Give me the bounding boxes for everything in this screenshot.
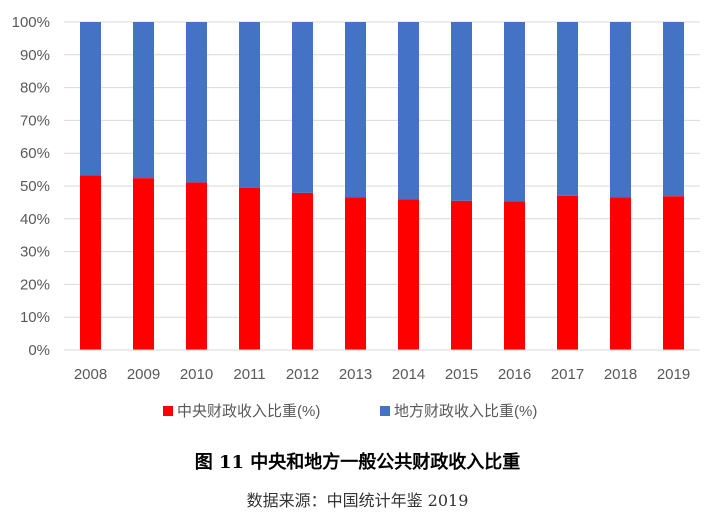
bar-central-2017 (557, 195, 578, 350)
y-tick-label: 0% (28, 342, 50, 359)
x-tick-label: 2016 (498, 366, 531, 383)
bar-local-2008 (80, 22, 101, 176)
x-tick-label: 2010 (180, 366, 213, 383)
y-tick-label: 10% (20, 309, 50, 326)
x-tick-label: 2015 (445, 366, 478, 383)
x-tick-label: 2014 (392, 366, 425, 383)
x-tick-label: 2011 (233, 366, 265, 383)
x-tick-label: 2017 (551, 366, 584, 383)
x-tick-label: 2009 (127, 366, 160, 383)
bar-local-2009 (133, 22, 154, 179)
bar-central-2011 (239, 187, 260, 350)
x-tick-label: 2019 (657, 366, 690, 383)
bar-central-2015 (451, 200, 472, 350)
bar-local-2019 (663, 22, 684, 197)
y-tick-label: 50% (20, 178, 50, 195)
x-tick-label: 2018 (604, 366, 637, 383)
bar-local-2012 (292, 22, 313, 193)
y-tick-label: 90% (20, 47, 50, 64)
bar-local-2015 (451, 22, 472, 201)
bar-local-2017 (557, 22, 578, 196)
bar-central-2018 (610, 197, 631, 350)
y-tick-label: 80% (20, 80, 50, 97)
legend-label: 中央财政收入比重(%) (177, 403, 320, 420)
bar-central-2014 (398, 199, 419, 350)
x-tick-label: 2012 (286, 366, 319, 383)
bar-local-2011 (239, 22, 260, 188)
bar-central-2009 (133, 178, 154, 350)
legend-swatch (380, 406, 390, 416)
data-source: 数据来源：中国统计年鉴 2019 (246, 491, 469, 510)
y-tick-label: 30% (20, 244, 50, 261)
bar-central-2019 (663, 196, 684, 350)
bar-central-2010 (186, 182, 207, 350)
legend-label: 地方财政收入比重(%) (394, 403, 537, 420)
x-tick-label: 2008 (74, 366, 107, 383)
y-tick-label: 70% (20, 112, 50, 129)
x-tick-label: 2013 (339, 366, 372, 383)
figure-title: 图 11 中央和地方一般公共财政收入比重 (194, 452, 521, 473)
bar-local-2013 (345, 22, 366, 198)
y-tick-label: 40% (20, 211, 50, 228)
legend-swatch (163, 406, 173, 416)
bar-local-2010 (186, 22, 207, 183)
bar-central-2012 (292, 192, 313, 350)
stacked-bar-chart: 0% 10% 20% 30% 40% 50% 60% 70% 80% 90% 100% 2008 200… (12, 14, 700, 420)
bar-central-2016 (504, 201, 525, 350)
bar-central-2013 (345, 197, 366, 350)
bar-central-2008 (80, 175, 101, 350)
y-tick-label: 60% (20, 145, 50, 162)
y-tick-label: 20% (20, 276, 50, 293)
bar-local-2016 (504, 22, 525, 202)
bar-local-2014 (398, 22, 419, 200)
y-tick-label: 100% (12, 14, 50, 31)
bar-local-2018 (610, 22, 631, 198)
